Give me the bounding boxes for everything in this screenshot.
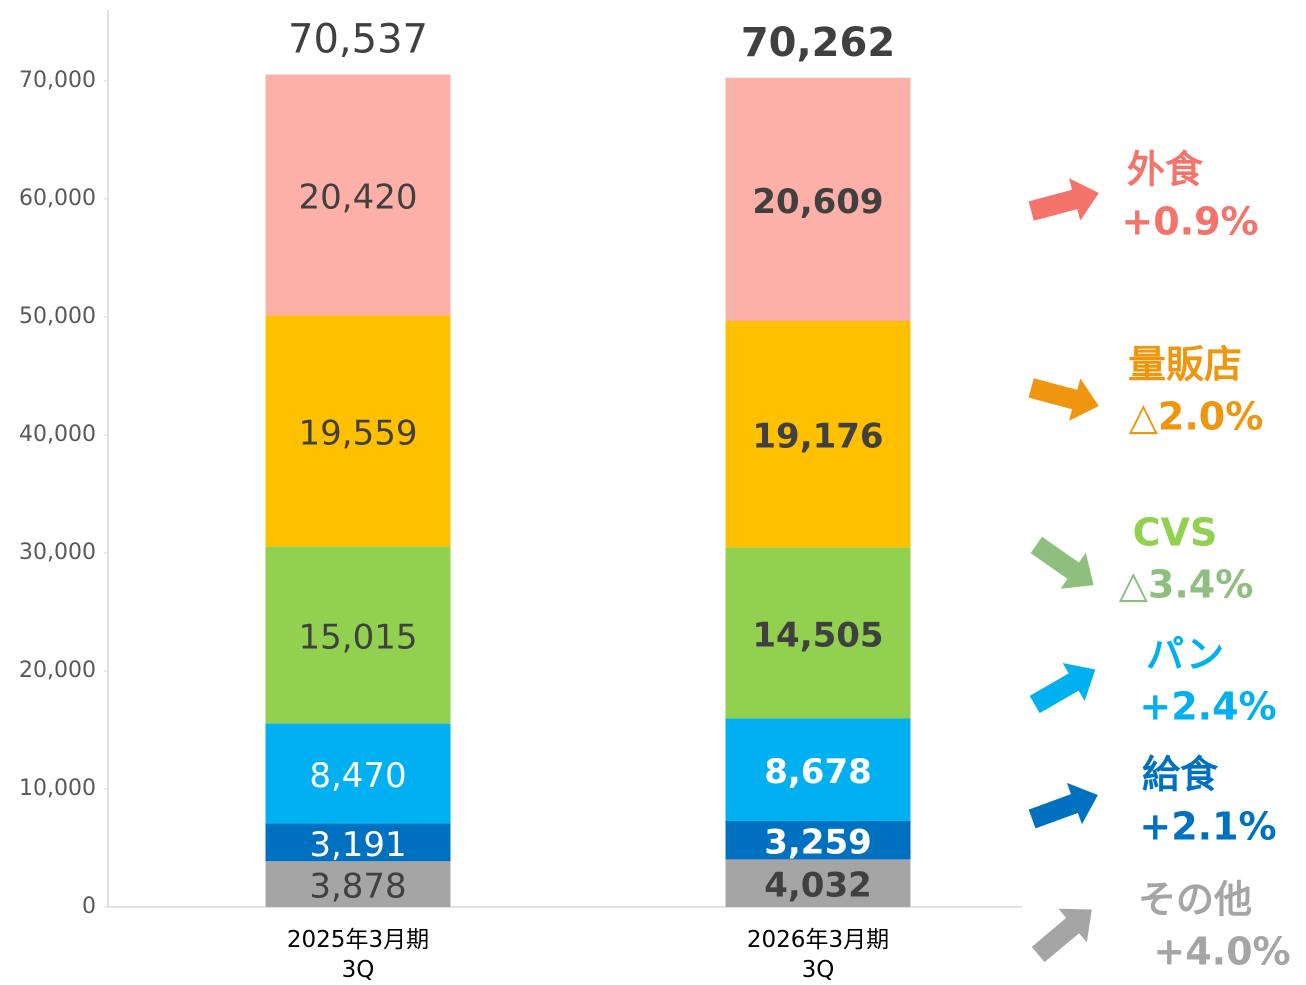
- data-label: 4,032: [764, 866, 872, 906]
- y-tick-label: 70,000: [19, 68, 96, 93]
- segment-name: パン: [1146, 633, 1224, 677]
- bar-segment: [265, 74, 451, 316]
- bar-segment: [725, 77, 911, 321]
- segment-change: △3.4%: [1119, 563, 1254, 607]
- segment-name: 外食: [1127, 148, 1204, 192]
- segment-change: +0.9%: [1121, 200, 1258, 244]
- segment-change: +4.0%: [1153, 930, 1290, 974]
- bar-segment: [725, 718, 911, 821]
- trend-arrow: [1028, 378, 1099, 421]
- y-tick-label: 10,000: [19, 776, 96, 801]
- bar-segment: [725, 547, 911, 719]
- arrow-shape: [1028, 178, 1099, 221]
- y-tick-label: 20,000: [19, 658, 96, 683]
- y-tick-label: 60,000: [19, 186, 96, 211]
- y-tick-label: 30,000: [19, 540, 96, 565]
- arrow-shape: [1028, 378, 1099, 421]
- arrow-shape: [1028, 782, 1098, 829]
- data-label: 8,678: [764, 752, 872, 792]
- data-label: 20,420: [299, 178, 418, 218]
- data-label: 3,259: [764, 823, 872, 863]
- segment-change: +2.1%: [1139, 805, 1276, 849]
- total-label: 70,262: [741, 20, 895, 66]
- bar-segment: [725, 320, 911, 548]
- trend-arrow: [1029, 662, 1096, 714]
- x-tick-label: 2026年3月期 3Q: [747, 927, 889, 983]
- y-tick-label: 50,000: [19, 304, 96, 329]
- data-label: 3,878: [309, 867, 406, 907]
- data-label: 19,176: [752, 417, 883, 457]
- bar-segment: [725, 820, 911, 860]
- bar-segment: [265, 546, 451, 724]
- data-label: 20,609: [752, 182, 883, 222]
- trend-arrow: [1031, 908, 1092, 963]
- segment-name: その他: [1138, 878, 1252, 922]
- data-label: 8,470: [309, 756, 406, 796]
- x-tick-label: 2025年3月期 3Q: [287, 927, 429, 983]
- trend-arrow: [1030, 536, 1094, 589]
- segment-name: 給食: [1142, 753, 1219, 797]
- bar-segment: [265, 315, 451, 547]
- bar-segment: [725, 859, 911, 907]
- arrow-shape: [1029, 662, 1096, 714]
- trend-arrow: [1028, 178, 1099, 221]
- data-label: 3,191: [309, 825, 406, 865]
- trend-arrow: [1028, 782, 1098, 829]
- y-tick-label: 0: [82, 894, 96, 919]
- bar-segment: [265, 723, 451, 824]
- data-label: 14,505: [752, 615, 883, 655]
- segment-name: 量販店: [1128, 343, 1242, 387]
- segment-name: CVS: [1133, 511, 1218, 555]
- segment-change: +2.4%: [1139, 685, 1276, 729]
- total-label: 70,537: [288, 17, 428, 63]
- data-label: 15,015: [299, 617, 418, 657]
- y-tick-label: 40,000: [19, 422, 96, 447]
- bar-segment: [265, 823, 451, 862]
- arrow-shape: [1030, 536, 1094, 589]
- data-label: 19,559: [299, 413, 418, 453]
- arrow-shape: [1031, 908, 1092, 963]
- bar-segment: [265, 861, 451, 907]
- segment-change: △2.0%: [1129, 395, 1264, 439]
